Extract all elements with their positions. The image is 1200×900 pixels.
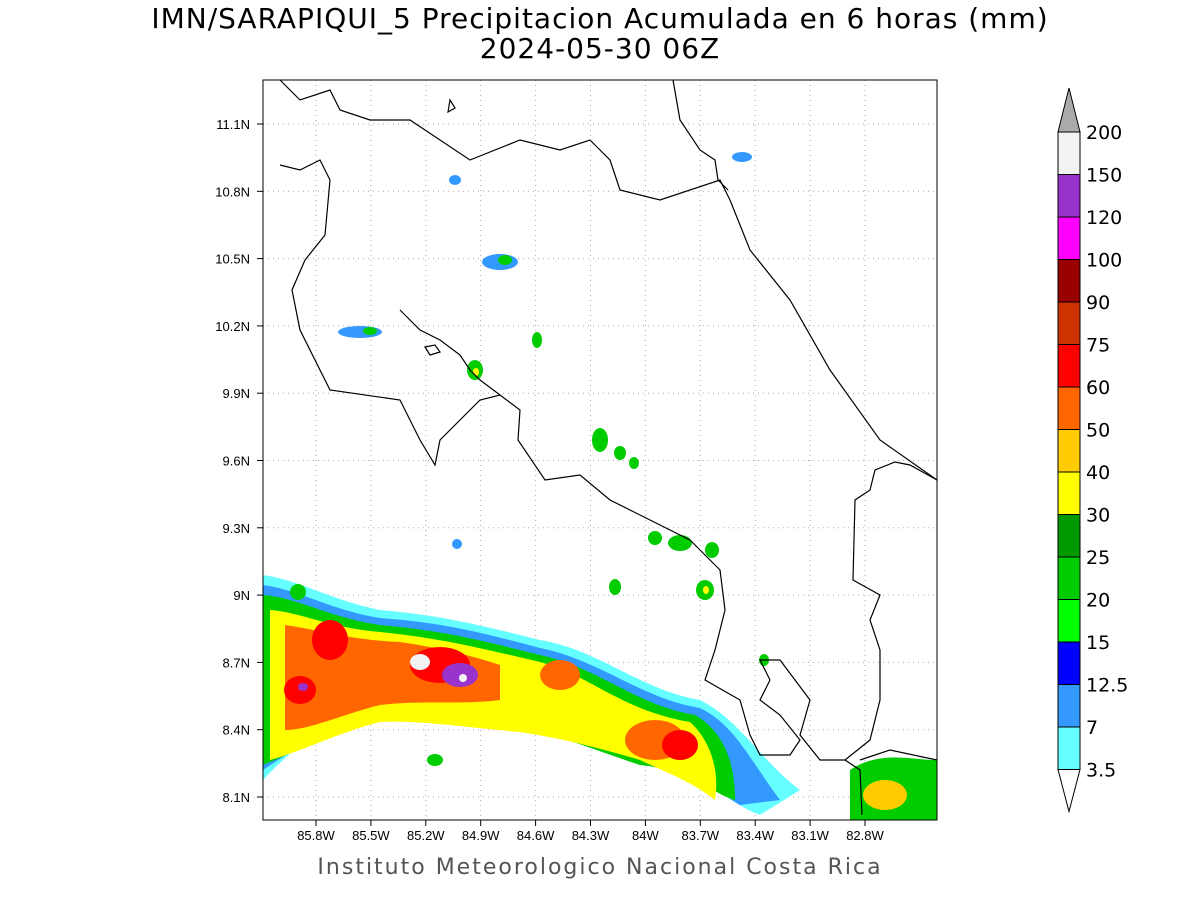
lat-tick-label: 9.9N: [223, 386, 250, 401]
lat-tick-label: 8.7N: [223, 655, 250, 670]
colorbar-swatch: [1057, 514, 1081, 558]
colorbar-label: 40: [1086, 462, 1110, 484]
lat-tick-label: 10.5N: [215, 252, 250, 267]
lat-tick-label: 11.1N: [216, 117, 250, 132]
lon-tick-label: 83.1W: [791, 828, 829, 843]
colorbar-swatch: [1057, 471, 1081, 515]
lon-tick-label: 82.8W: [846, 828, 884, 843]
lon-tick-label: 85.8W: [297, 828, 335, 843]
colorbar-label: 75: [1086, 335, 1110, 357]
lat-tick-label: 10.2N: [215, 319, 250, 334]
lat-tick-label: 9.6N: [223, 454, 250, 469]
scattered-cells: [290, 152, 769, 766]
map-subtitle: 2024-05-30 06Z: [479, 32, 721, 65]
lon-tick-label: 85.5W: [352, 828, 390, 843]
colorbar-label: 25: [1086, 547, 1110, 569]
colorbar-swatch: [1057, 726, 1081, 770]
lon-tick-label: 83.7W: [682, 828, 720, 843]
colorbar-label: 20: [1086, 590, 1110, 612]
lon-tick-label: 83.4W: [736, 828, 774, 843]
lat-tick-label: 10.8N: [215, 184, 250, 199]
colorbar-label: 60: [1086, 377, 1110, 399]
colorbar-label: 3.5: [1086, 760, 1116, 782]
lat-tick-label: 8.1N: [223, 790, 250, 805]
colorbar-label: 100: [1086, 250, 1122, 272]
colorbar-swatch: [1057, 259, 1081, 303]
colorbar-label: 15: [1086, 632, 1110, 654]
lat-tick-label: 9N: [233, 588, 250, 603]
colorbar-label: 150: [1086, 165, 1122, 187]
lon-tick-label: 84.3W: [572, 828, 610, 843]
colorbar-label: 120: [1086, 207, 1122, 229]
colorbar-label: 200: [1086, 122, 1122, 144]
lat-axis: 11.1N 10.8N 10.5N 10.2N 9.9N 9.6N 9.3N 9N 8.7N 8.…: [215, 117, 263, 805]
colorbar-swatch: [1057, 386, 1081, 430]
footer-credit: Instituto Meteorologico Nacional Costa R…: [317, 855, 883, 880]
colorbar-label: 30: [1086, 505, 1110, 527]
lon-tick-label: 84W: [632, 828, 659, 843]
coastline: [279, 80, 937, 816]
colorbar-over-arrow: [1057, 87, 1081, 133]
colorbar-swatch: [1057, 216, 1081, 260]
colorbar-swatch: [1057, 556, 1081, 600]
colorbar-swatch: [1057, 301, 1081, 345]
colorbar-swatch: [1057, 174, 1081, 218]
colorbar-label: 90: [1086, 292, 1110, 314]
colorbar-swatch: [1057, 344, 1081, 388]
colorbar-label: 12.5: [1086, 675, 1128, 697]
colorbar-swatch: [1057, 684, 1081, 728]
colorbar-swatch: [1057, 131, 1081, 175]
lat-tick-label: 9.3N: [223, 521, 250, 536]
colorbar-swatch: [1057, 641, 1081, 685]
colorbar-swatch: [1057, 429, 1081, 473]
colorbar-under-arrow: [1057, 769, 1081, 814]
colorbar-label: 50: [1086, 420, 1110, 442]
lon-axis: 85.8W 85.5W 85.2W 84.9W 84.6W 84.3W 84W 83.7W 83…: [297, 820, 885, 843]
colorbar: 200 150 120 100 90 75 60 50 40 30 25 20 15 12.5 7 3.5: [1057, 87, 1128, 814]
lon-tick-label: 84.9W: [462, 828, 500, 843]
lon-tick-label: 84.6W: [517, 828, 555, 843]
lat-tick-label: 8.4N: [223, 723, 250, 738]
precip-field: [263, 80, 937, 820]
lon-tick-label: 85.2W: [407, 828, 445, 843]
colorbar-swatch: [1057, 599, 1081, 643]
map-frame: [262, 79, 938, 821]
map-title: IMN/SARAPIQUI_5 Precipitacion Acumulada …: [151, 2, 1049, 35]
rain-band: [263, 575, 800, 815]
colorbar-label: 7: [1086, 717, 1098, 739]
